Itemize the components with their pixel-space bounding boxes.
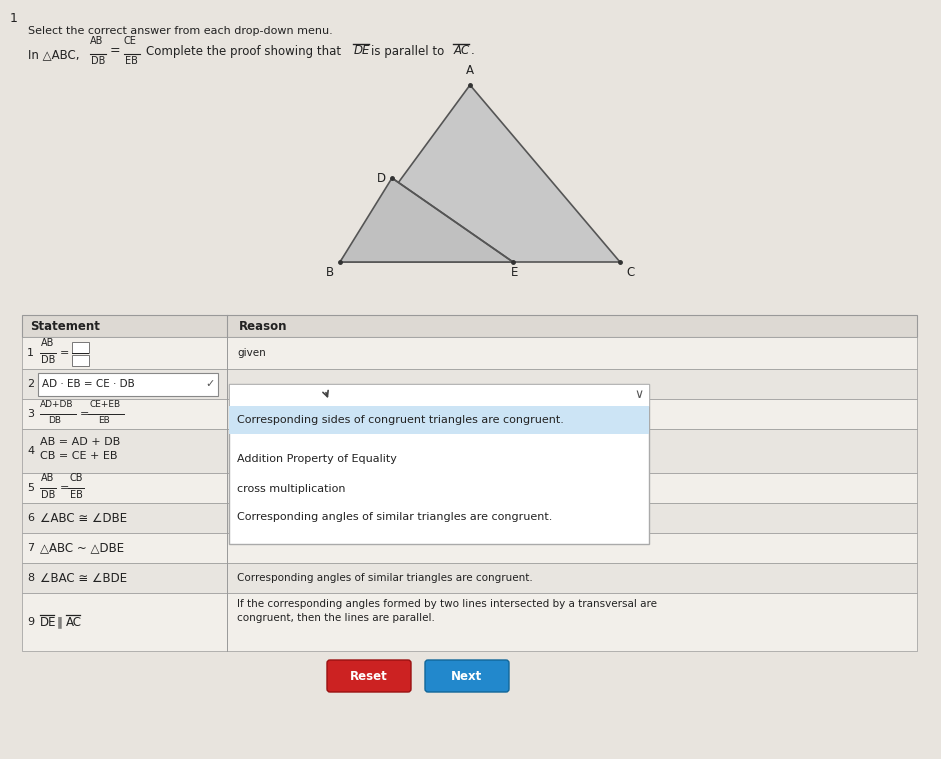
Text: ∠BAC ≅ ∠BDE: ∠BAC ≅ ∠BDE — [40, 572, 127, 584]
Text: =: = — [110, 45, 120, 58]
Text: EB: EB — [98, 416, 110, 425]
Text: Reset: Reset — [350, 669, 388, 682]
Text: AD · EB = CE · DB: AD · EB = CE · DB — [42, 379, 135, 389]
Text: DE: DE — [40, 616, 56, 628]
Text: Select the correct answer from each drop-down menu.: Select the correct answer from each drop… — [28, 26, 333, 36]
FancyBboxPatch shape — [22, 473, 917, 503]
Text: In △ABC,: In △ABC, — [28, 48, 79, 61]
Text: Addition Property of Equality: Addition Property of Equality — [237, 454, 397, 464]
FancyBboxPatch shape — [22, 337, 917, 369]
FancyBboxPatch shape — [22, 429, 917, 473]
Text: given: given — [237, 348, 265, 358]
Text: EB: EB — [125, 56, 138, 66]
Text: DB: DB — [41, 490, 56, 500]
Text: Corresponding angles of similar triangles are congruent.: Corresponding angles of similar triangle… — [237, 573, 533, 583]
Polygon shape — [340, 85, 620, 262]
FancyBboxPatch shape — [72, 354, 88, 366]
Text: Complete the proof showing that: Complete the proof showing that — [146, 45, 342, 58]
Text: ∨: ∨ — [634, 389, 643, 402]
Text: Next: Next — [452, 669, 483, 682]
Text: EB: EB — [70, 490, 83, 500]
Text: D: D — [377, 172, 386, 184]
Text: B: B — [326, 266, 334, 279]
Text: CB: CB — [70, 473, 84, 483]
Text: If the corresponding angles formed by two lines intersected by a transversal are: If the corresponding angles formed by tw… — [237, 599, 657, 609]
Text: AC: AC — [66, 616, 82, 628]
Text: 7: 7 — [27, 543, 34, 553]
Text: 5: 5 — [27, 483, 34, 493]
Text: is parallel to: is parallel to — [371, 45, 444, 58]
Text: CE: CE — [124, 36, 136, 46]
Text: Corresponding sides of congruent triangles are congruent.: Corresponding sides of congruent triangl… — [237, 446, 543, 456]
FancyBboxPatch shape — [229, 406, 649, 434]
FancyBboxPatch shape — [425, 660, 509, 692]
Text: 9: 9 — [27, 617, 34, 627]
Text: 3: 3 — [27, 409, 34, 419]
Text: Statement: Statement — [30, 320, 100, 332]
Text: DB: DB — [48, 416, 61, 425]
Text: Reason: Reason — [239, 320, 288, 332]
FancyBboxPatch shape — [22, 369, 917, 399]
FancyBboxPatch shape — [22, 533, 917, 563]
Polygon shape — [340, 178, 513, 262]
FancyBboxPatch shape — [38, 373, 218, 395]
Text: CB = CE + EB: CB = CE + EB — [40, 451, 118, 461]
Text: ∥: ∥ — [56, 616, 62, 628]
Text: =: = — [80, 409, 89, 419]
Text: AB: AB — [90, 36, 104, 46]
Text: AB = AD + DB: AB = AD + DB — [40, 437, 120, 447]
Text: ✓: ✓ — [205, 379, 215, 389]
Text: =: = — [60, 483, 70, 493]
Text: 1: 1 — [27, 348, 34, 358]
Text: 8: 8 — [27, 573, 34, 583]
Text: A: A — [466, 64, 474, 77]
Text: Corresponding angles of similar triangles are congruent.: Corresponding angles of similar triangle… — [237, 512, 552, 522]
Text: 2: 2 — [27, 379, 34, 389]
Text: 6: 6 — [27, 513, 34, 523]
Text: AB: AB — [41, 338, 55, 348]
Text: AC: AC — [454, 45, 470, 58]
FancyBboxPatch shape — [229, 384, 649, 406]
FancyBboxPatch shape — [22, 315, 917, 337]
Text: .: . — [471, 45, 475, 58]
FancyBboxPatch shape — [22, 563, 917, 593]
FancyBboxPatch shape — [22, 399, 917, 429]
FancyBboxPatch shape — [22, 503, 917, 533]
Text: AB: AB — [41, 473, 55, 483]
Text: 4: 4 — [27, 446, 34, 456]
FancyBboxPatch shape — [72, 342, 88, 352]
Text: △ABC ~ △DBE: △ABC ~ △DBE — [40, 541, 124, 555]
Text: C: C — [626, 266, 634, 279]
Text: DE: DE — [354, 45, 371, 58]
Text: CE+EB: CE+EB — [90, 400, 121, 409]
Text: DB: DB — [91, 56, 105, 66]
Text: cross multiplication: cross multiplication — [237, 484, 345, 494]
Text: DB: DB — [41, 355, 56, 365]
Text: Addition Property of Equality: Addition Property of Equality — [237, 513, 387, 523]
Text: congruent, then the lines are parallel.: congruent, then the lines are parallel. — [237, 613, 435, 623]
FancyBboxPatch shape — [22, 593, 917, 651]
Text: 1: 1 — [10, 12, 18, 25]
Text: ∠ABC ≅ ∠DBE: ∠ABC ≅ ∠DBE — [40, 512, 127, 524]
Text: AD+DB: AD+DB — [40, 400, 73, 409]
FancyBboxPatch shape — [327, 660, 411, 692]
Text: E: E — [511, 266, 518, 279]
FancyBboxPatch shape — [229, 384, 649, 544]
Text: =: = — [60, 348, 70, 358]
Text: Corresponding sides of congruent triangles are congruent.: Corresponding sides of congruent triangl… — [237, 415, 564, 425]
